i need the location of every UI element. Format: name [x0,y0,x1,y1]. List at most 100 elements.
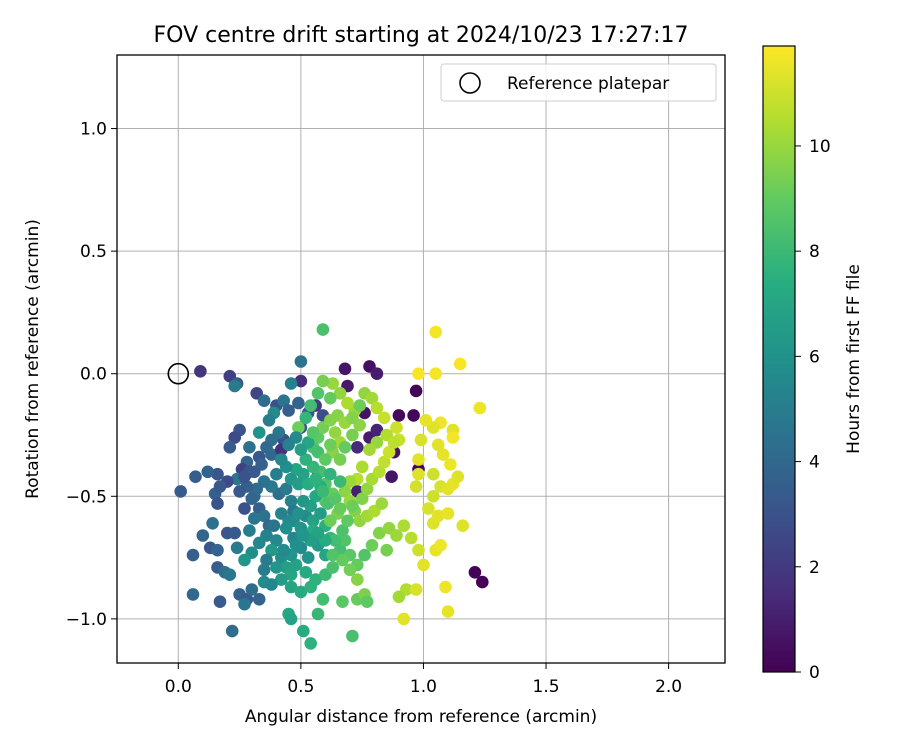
data-point [211,543,224,557]
x-tick-label: 0.5 [287,677,314,697]
data-point [238,502,251,515]
data-point [292,421,305,434]
data-point [409,480,423,493]
data-point [265,543,278,557]
data-point [257,394,271,408]
data-point [299,566,313,579]
chart-title: FOV centre drift starting at 2024/10/23 … [154,23,689,48]
data-point [292,396,305,410]
data-point [333,502,347,515]
data-point [311,387,325,400]
x-tick-label: 1.5 [533,677,560,697]
data-point [333,387,347,400]
data-point [346,499,359,513]
data-point [297,624,310,638]
data-point [309,472,322,486]
data-point [324,391,337,405]
data-point [373,465,386,479]
data-point [441,507,455,520]
data-point [419,414,433,427]
data-point [194,365,207,378]
colorbar-tick-label: 2 [809,558,820,578]
data-point [213,480,227,493]
data-point [211,467,224,481]
data-point [189,470,202,484]
data-point [284,494,298,508]
data-point [316,593,330,606]
x-tick-label: 0.0 [165,677,192,697]
data-point [279,482,293,496]
data-point [429,325,443,339]
data-point [328,492,342,506]
data-point [265,578,278,591]
data-point [444,458,457,471]
data-point [252,426,266,439]
data-point [397,612,411,626]
y-axis-label: Rotation from reference (arcmin) [23,219,43,499]
y-tick-label: 0.5 [80,242,107,262]
data-point [346,629,359,643]
data-point [346,428,359,442]
data-point [316,485,330,498]
data-point [355,492,369,506]
data-point [297,494,310,508]
data-point [223,441,237,454]
data-point [186,548,200,562]
data-point [284,377,298,390]
y-tick-label: −1.0 [66,610,107,630]
data-point [436,448,450,461]
data-point [377,455,391,469]
data-point [417,558,430,572]
data-point [338,362,352,376]
data-point [370,401,384,415]
data-point [397,519,411,532]
data-point [328,534,342,547]
data-point [387,436,401,449]
data-point [260,553,273,567]
data-point [284,580,298,594]
data-point [282,438,295,452]
scatter-points [174,323,489,650]
data-point [297,529,310,542]
data-point [324,514,337,528]
data-point [351,441,364,454]
data-point [311,607,325,621]
data-point [267,519,281,532]
data-point [228,379,241,393]
data-point [409,583,423,596]
data-point [324,467,337,481]
data-point [314,507,327,520]
data-point [363,443,376,457]
data-point [404,531,418,545]
data-point [257,509,271,523]
data-point [289,539,303,552]
colorbar-tick-label: 6 [809,347,820,367]
data-point [407,409,420,422]
data-point [243,441,256,454]
data-point [385,470,398,484]
data-point [336,595,349,608]
data-point [346,411,359,425]
data-point [230,541,244,555]
data-point [186,588,200,601]
data-point [370,423,384,437]
data-point [431,438,445,452]
data-point [277,543,291,557]
data-point [333,475,347,488]
data-point [343,475,357,488]
data-point [375,497,389,510]
data-point [304,580,318,594]
data-point [275,453,288,466]
colorbar-tick-label: 0 [809,663,820,683]
data-point [392,590,406,604]
data-point [233,485,246,498]
y-tick-label: 1.0 [80,120,107,140]
x-tick-label: 1.0 [410,677,437,697]
data-point [338,441,352,454]
colorbar-tick-label: 4 [809,453,820,473]
data-point [370,367,384,381]
data-point [358,548,371,562]
data-point [299,411,313,425]
data-point [336,524,349,537]
